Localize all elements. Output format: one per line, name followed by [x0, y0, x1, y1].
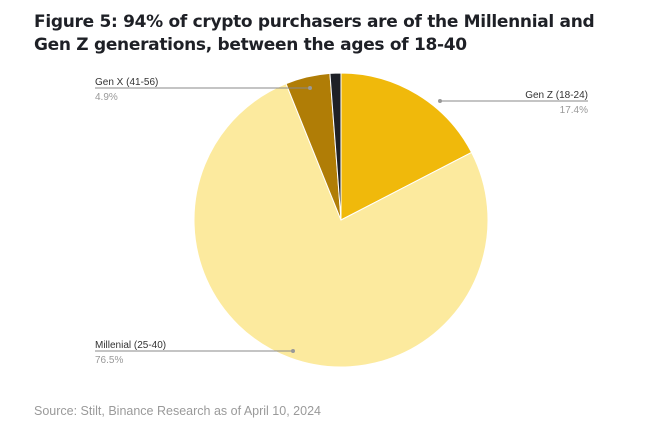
slice-value-label: 76.5%	[95, 355, 123, 366]
chart-title: Figure 5: 94% of crypto purchasers are o…	[34, 12, 595, 55]
slice-label: Gen X (41-56)	[95, 77, 158, 88]
pie-slice-gen-z	[340, 72, 473, 221]
pie-slice-other	[329, 72, 342, 221]
pie-slice-millenial-(25-40)	[193, 83, 489, 368]
leader-dot	[438, 99, 442, 103]
slice-label: Gen Z (18-24)	[525, 90, 588, 101]
slice-label: Millenial (25-40)	[95, 340, 166, 351]
slice-value-label: 17.4%	[560, 105, 588, 116]
source-note: Source: Stilt, Binance Research as of Ap…	[34, 404, 321, 418]
leader-dot	[291, 349, 295, 353]
leader-dot	[308, 86, 312, 90]
slice-value-label: 4.9%	[95, 92, 118, 103]
